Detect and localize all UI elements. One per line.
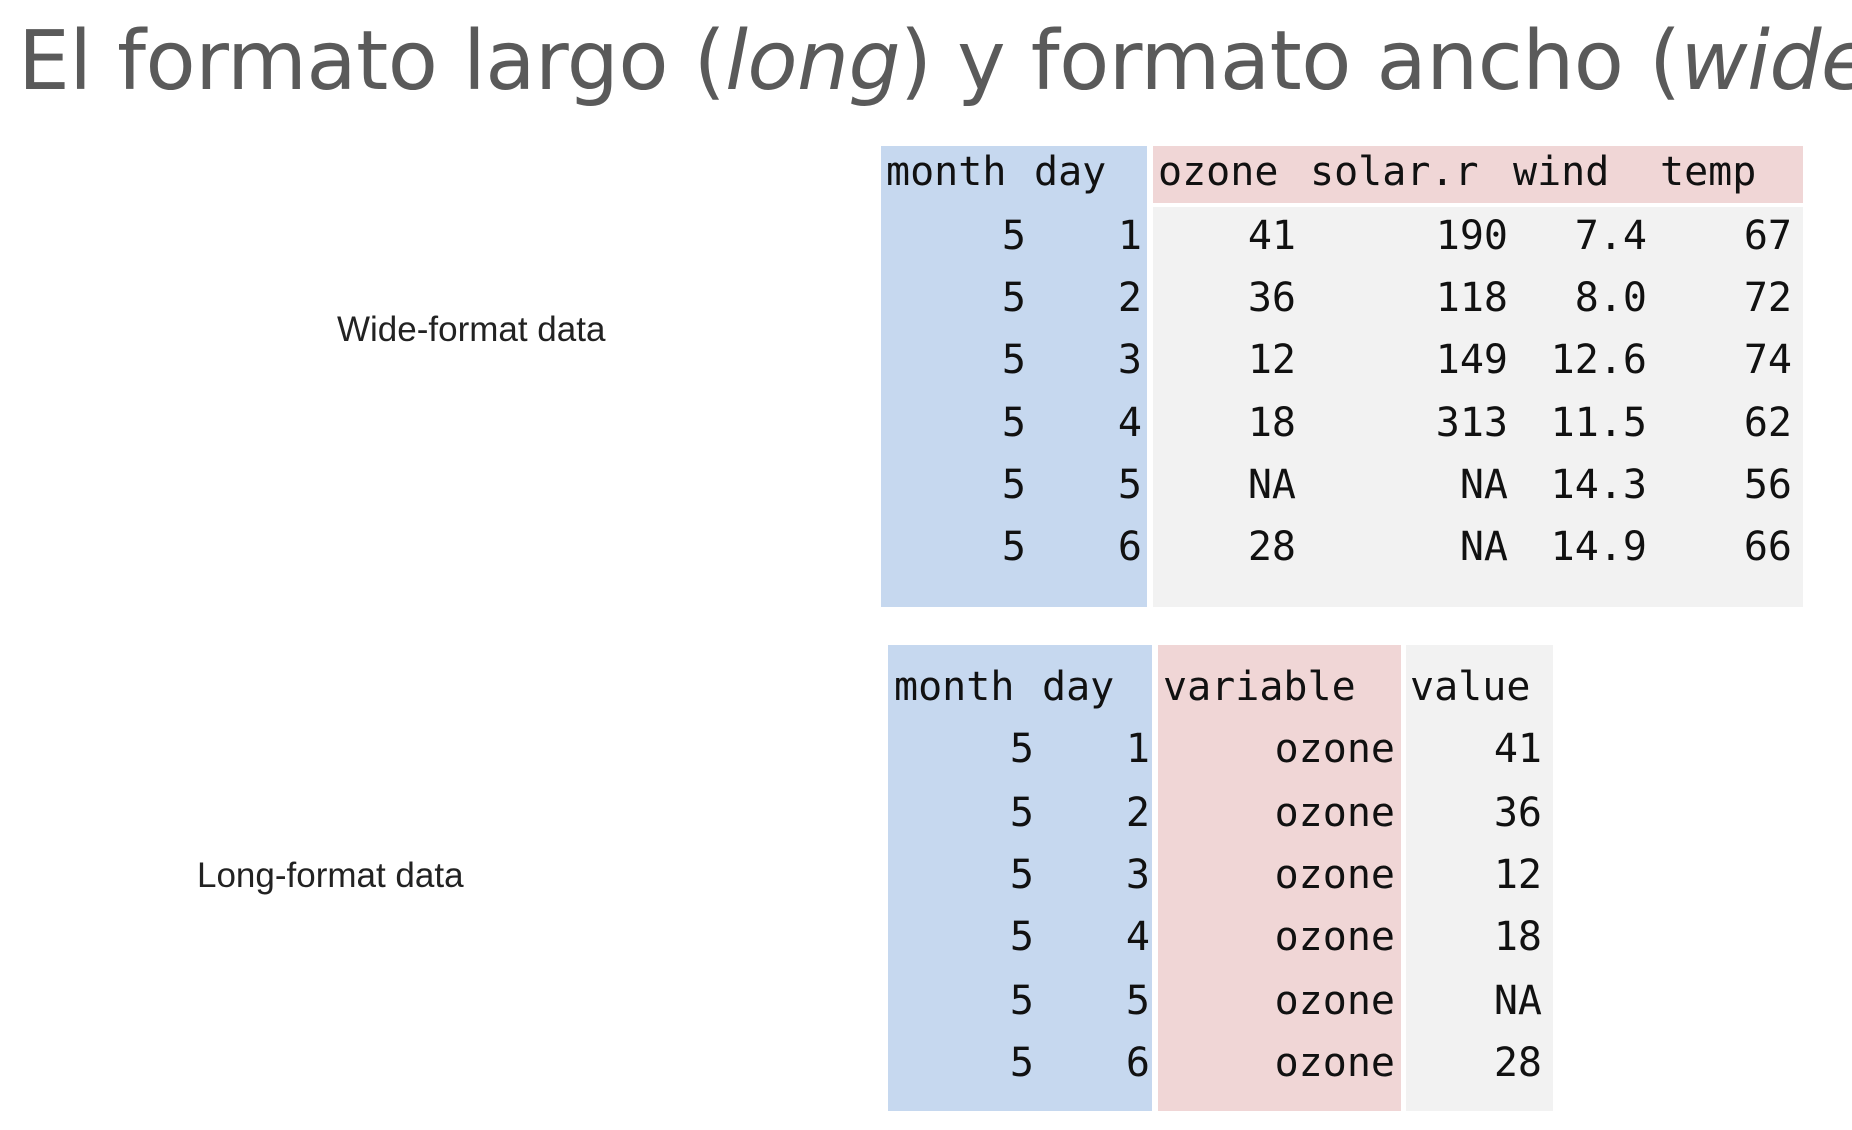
wide-cell-wind: 14.9 xyxy=(1550,524,1647,570)
wide-cell-wind: 11.5 xyxy=(1550,400,1647,446)
long-cell-variable: ozone xyxy=(1274,978,1395,1024)
slide-title: El formato largo (long) y formato ancho … xyxy=(18,14,1852,109)
title-part-1: El formato largo ( xyxy=(18,14,726,109)
wide-cell-ozone: 41 xyxy=(1247,213,1296,259)
long-cell-month: 5 xyxy=(1009,790,1034,836)
wide-vars-header-band xyxy=(1153,146,1803,203)
long-cell-value: 12 xyxy=(1493,852,1542,898)
wide-cell-solar-r: 190 xyxy=(1435,213,1508,259)
long-header-variable: variable xyxy=(1163,664,1356,710)
wide-cell-ozone: NA xyxy=(1247,462,1296,508)
wide-values-band xyxy=(1153,207,1803,607)
long-variable-band xyxy=(1158,645,1401,1111)
wide-cell-month: 5 xyxy=(1001,213,1026,259)
wide-cell-day: 4 xyxy=(1117,400,1142,446)
wide-cell-month: 5 xyxy=(1001,400,1026,446)
long-cell-value: 18 xyxy=(1493,914,1542,960)
long-cell-variable: ozone xyxy=(1274,852,1395,898)
title-part-2: ) y formato ancho ( xyxy=(900,14,1681,109)
wide-cell-month: 5 xyxy=(1001,524,1026,570)
wide-header-ozone: ozone xyxy=(1158,149,1279,195)
wide-cell-temp: 56 xyxy=(1743,462,1792,508)
long-cell-day: 6 xyxy=(1125,1040,1150,1086)
long-cell-variable: ozone xyxy=(1274,914,1395,960)
wide-header-month: month xyxy=(886,149,1007,195)
wide-header-temp: temp xyxy=(1660,149,1757,195)
long-cell-month: 5 xyxy=(1009,1040,1034,1086)
wide-cell-wind: 14.3 xyxy=(1550,462,1647,508)
title-long-word: long xyxy=(725,14,901,109)
long-cell-day: 4 xyxy=(1125,914,1150,960)
long-cell-value: 28 xyxy=(1493,1040,1542,1086)
long-cell-day: 1 xyxy=(1125,726,1150,772)
wide-header-day: day xyxy=(1034,149,1107,195)
long-id-band xyxy=(888,645,1152,1111)
wide-cell-month: 5 xyxy=(1001,275,1026,321)
long-cell-month: 5 xyxy=(1009,726,1034,772)
wide-cell-wind: 7.4 xyxy=(1574,213,1647,259)
wide-header-solar-r: solar.r xyxy=(1310,149,1479,195)
long-cell-month: 5 xyxy=(1009,978,1034,1024)
wide-cell-day: 5 xyxy=(1117,462,1142,508)
long-cell-day: 5 xyxy=(1125,978,1150,1024)
wide-cell-ozone: 12 xyxy=(1247,337,1296,383)
long-header-month: month xyxy=(894,664,1015,710)
wide-header-wind: wind xyxy=(1513,149,1610,195)
long-cell-value: 36 xyxy=(1493,790,1542,836)
long-format-label: Long-format data xyxy=(197,856,464,895)
wide-cell-day: 3 xyxy=(1117,337,1142,383)
wide-cell-solar-r: NA xyxy=(1459,524,1508,570)
long-header-day: day xyxy=(1042,664,1115,710)
wide-cell-ozone: 36 xyxy=(1247,275,1296,321)
wide-cell-solar-r: 118 xyxy=(1435,275,1508,321)
wide-cell-temp: 72 xyxy=(1743,275,1792,321)
wide-cell-ozone: 28 xyxy=(1247,524,1296,570)
wide-cell-solar-r: 313 xyxy=(1435,400,1508,446)
long-cell-value: 41 xyxy=(1493,726,1542,772)
wide-cell-temp: 66 xyxy=(1743,524,1792,570)
long-cell-month: 5 xyxy=(1009,914,1034,960)
wide-cell-month: 5 xyxy=(1001,462,1026,508)
wide-cell-solar-r: NA xyxy=(1459,462,1508,508)
wide-cell-day: 2 xyxy=(1117,275,1142,321)
wide-cell-ozone: 18 xyxy=(1247,400,1296,446)
wide-cell-wind: 12.6 xyxy=(1550,337,1647,383)
long-cell-month: 5 xyxy=(1009,852,1034,898)
long-cell-day: 2 xyxy=(1125,790,1150,836)
long-header-value: value xyxy=(1410,664,1531,710)
long-cell-value: NA xyxy=(1493,978,1542,1024)
long-cell-variable: ozone xyxy=(1274,1040,1395,1086)
wide-cell-day: 6 xyxy=(1117,524,1142,570)
wide-format-label: Wide-format data xyxy=(337,310,606,349)
long-cell-variable: ozone xyxy=(1274,726,1395,772)
wide-id-band xyxy=(881,146,1147,607)
wide-cell-temp: 67 xyxy=(1743,213,1792,259)
long-cell-day: 3 xyxy=(1125,852,1150,898)
title-wide-word: wide xyxy=(1680,14,1852,109)
long-cell-variable: ozone xyxy=(1274,790,1395,836)
wide-cell-temp: 74 xyxy=(1743,337,1792,383)
wide-cell-month: 5 xyxy=(1001,337,1026,383)
wide-cell-temp: 62 xyxy=(1743,400,1792,446)
long-value-band xyxy=(1406,645,1553,1111)
wide-cell-day: 1 xyxy=(1117,213,1142,259)
wide-cell-solar-r: 149 xyxy=(1435,337,1508,383)
wide-cell-wind: 8.0 xyxy=(1574,275,1647,321)
